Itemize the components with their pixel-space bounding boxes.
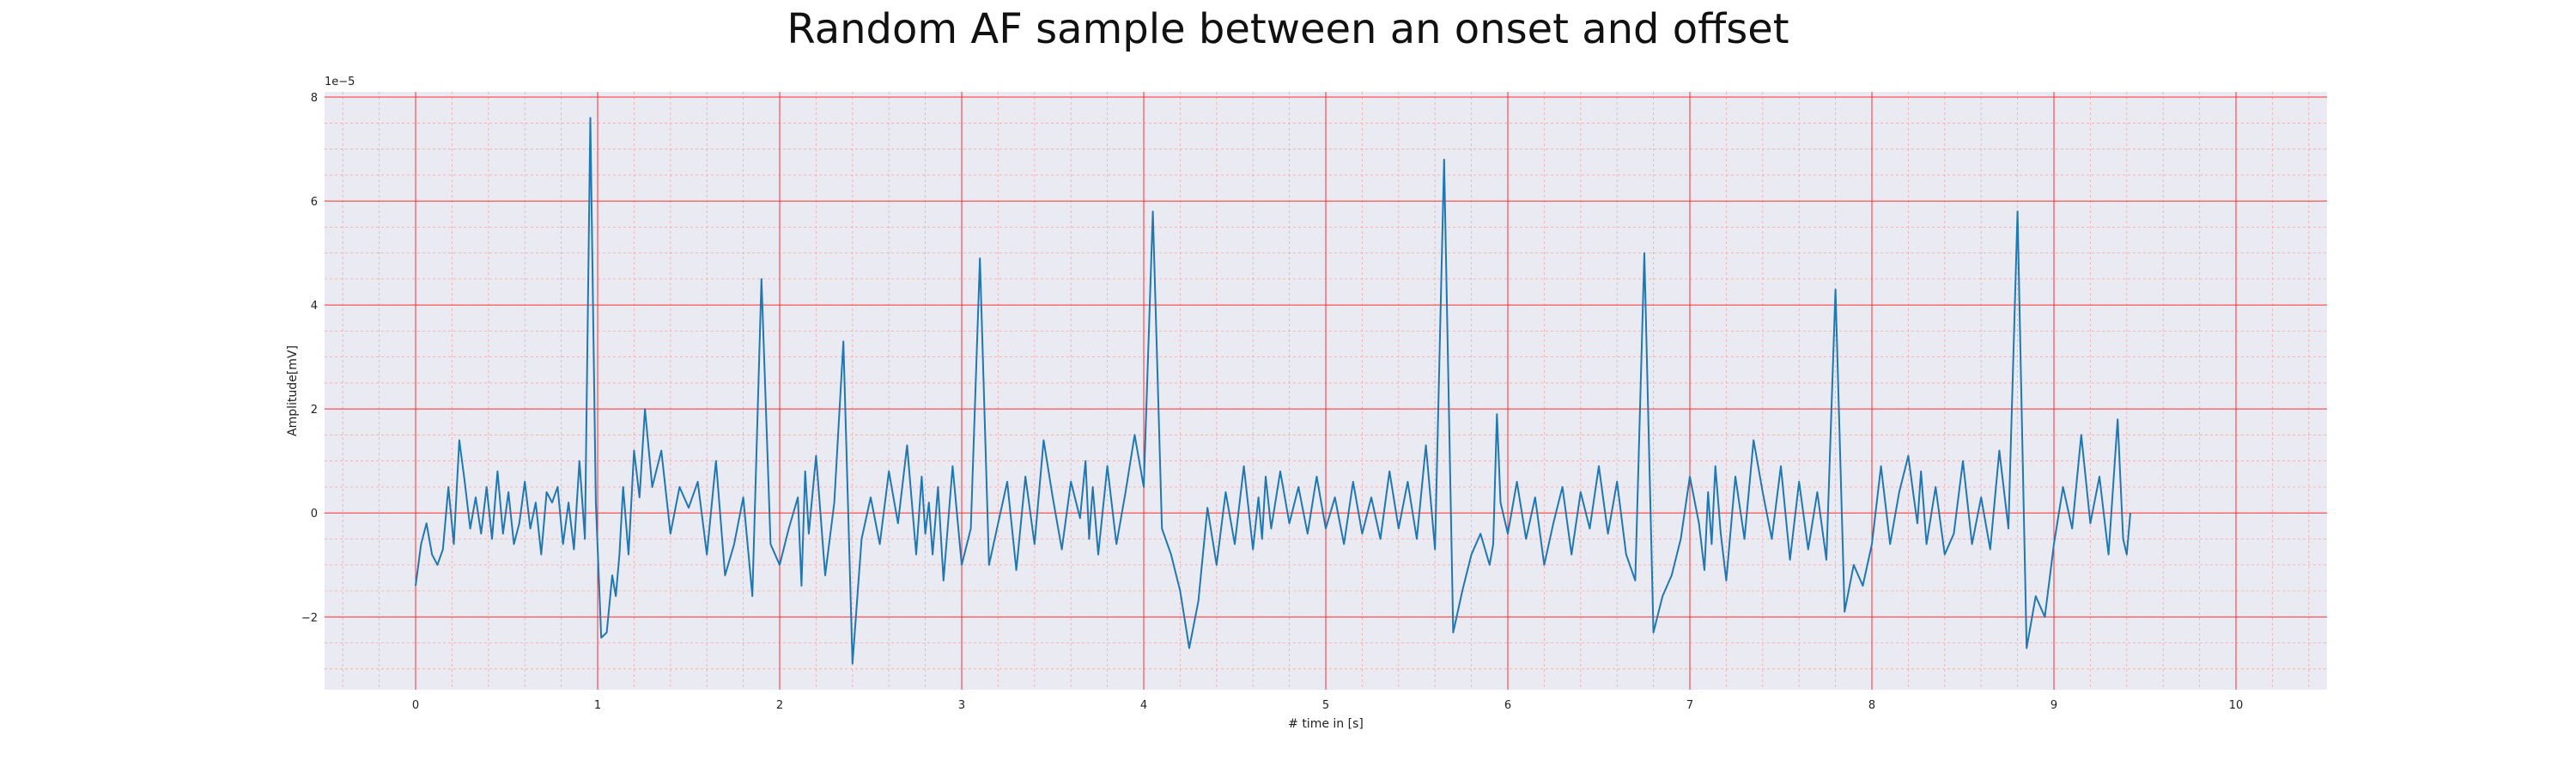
y-tick-label: 8: [311, 92, 318, 105]
y-tick-label: 0: [311, 508, 318, 520]
x-tick-label: 10: [2229, 699, 2244, 712]
x-tick-label: 3: [958, 699, 965, 712]
y-axis-ticks: −2 0 2 4 6 8: [301, 92, 318, 624]
y-tick-label: 6: [311, 196, 318, 209]
x-tick-label: 9: [2050, 699, 2057, 712]
x-axis-ticks: 0 1 2 3 4 5 6 7 8 9 10: [412, 699, 2243, 712]
x-tick-label: 7: [1686, 699, 1693, 712]
y-tick-label: 4: [311, 300, 318, 313]
y-axis-offset-label: 1e−5: [325, 76, 355, 88]
x-tick-label: 2: [776, 699, 783, 712]
chart-title: Random AF sample between an onset and of…: [787, 5, 1789, 53]
x-tick-label: 5: [1322, 699, 1329, 712]
x-tick-label: 6: [1504, 699, 1511, 712]
x-tick-label: 1: [594, 699, 601, 712]
x-axis-label: # time in [s]: [1288, 717, 1364, 731]
x-tick-label: 0: [412, 699, 419, 712]
y-tick-label: 2: [311, 404, 318, 417]
y-axis-label: Amplitude[mV]: [286, 345, 300, 436]
x-tick-label: 4: [1140, 699, 1147, 712]
series-layer: [415, 117, 2131, 665]
series-line: [415, 117, 2131, 665]
y-tick-label: −2: [301, 612, 318, 624]
x-tick-label: 8: [1868, 699, 1875, 712]
